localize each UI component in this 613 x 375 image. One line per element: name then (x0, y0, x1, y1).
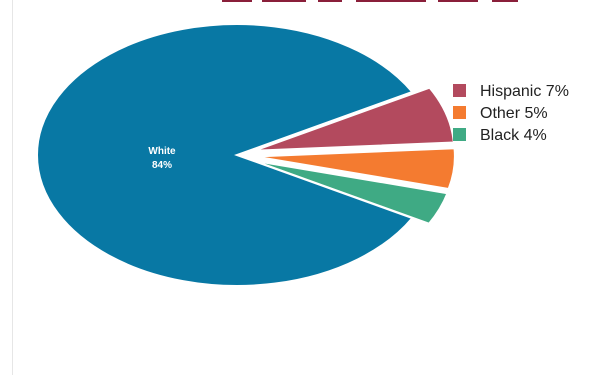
pie-slice-white (36, 23, 414, 287)
legend-swatch-black (453, 128, 466, 141)
cropped-title-strip (0, 0, 613, 7)
pie-slice-hispanic (253, 86, 455, 152)
pie-slices (36, 23, 456, 287)
legend-label-black: Black 4% (480, 127, 547, 144)
legend-label-hispanic: Hispanic 7% (480, 83, 569, 100)
legend-swatch-hispanic (453, 84, 466, 97)
legend-label-other: Other 5% (480, 105, 548, 122)
pie-slice-other (254, 147, 456, 191)
legend-swatch-other (453, 106, 466, 119)
frame-divider (12, 0, 13, 375)
slice-label-white-value: 84% (152, 160, 172, 171)
slice-label-white-name: White (148, 146, 176, 157)
pie-slice-black (253, 159, 449, 225)
legend: Hispanic 7% Other 5% Black 4% (453, 83, 569, 144)
